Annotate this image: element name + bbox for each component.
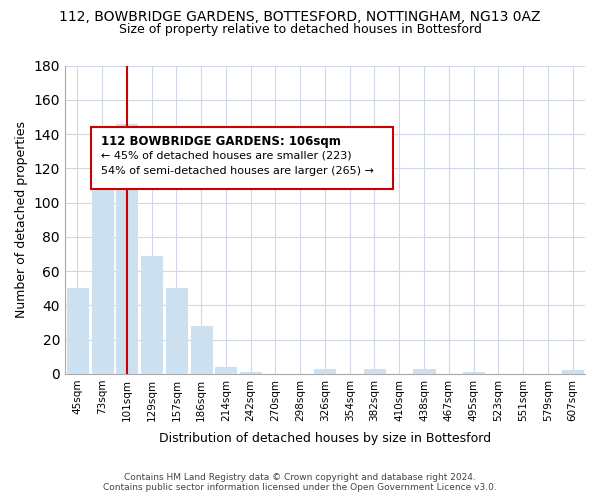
Text: Size of property relative to detached houses in Bottesford: Size of property relative to detached ho… (119, 22, 481, 36)
FancyBboxPatch shape (91, 127, 392, 189)
Bar (364, 369, 385, 374)
X-axis label: Distribution of detached houses by size in Bottesford: Distribution of detached houses by size … (159, 432, 491, 445)
Bar (166, 288, 187, 374)
Text: 112 BOWBRIDGE GARDENS: 106sqm: 112 BOWBRIDGE GARDENS: 106sqm (101, 135, 341, 148)
Text: 112, BOWBRIDGE GARDENS, BOTTESFORD, NOTTINGHAM, NG13 0AZ: 112, BOWBRIDGE GARDENS, BOTTESFORD, NOTT… (59, 10, 541, 24)
Text: 54% of semi-detached houses are larger (265) →: 54% of semi-detached houses are larger (… (101, 166, 374, 175)
Bar (67, 288, 88, 374)
Text: ← 45% of detached houses are smaller (223): ← 45% of detached houses are smaller (22… (101, 150, 352, 160)
Bar (314, 369, 335, 374)
Y-axis label: Number of detached properties: Number of detached properties (15, 121, 28, 318)
Bar (215, 367, 236, 374)
Bar (191, 326, 212, 374)
Text: Contains HM Land Registry data © Crown copyright and database right 2024.
Contai: Contains HM Land Registry data © Crown c… (103, 473, 497, 492)
Bar (116, 124, 137, 374)
Bar (141, 256, 162, 374)
Bar (463, 372, 484, 374)
Bar (413, 369, 434, 374)
Bar (562, 370, 583, 374)
Bar (92, 130, 113, 374)
Bar (240, 372, 261, 374)
